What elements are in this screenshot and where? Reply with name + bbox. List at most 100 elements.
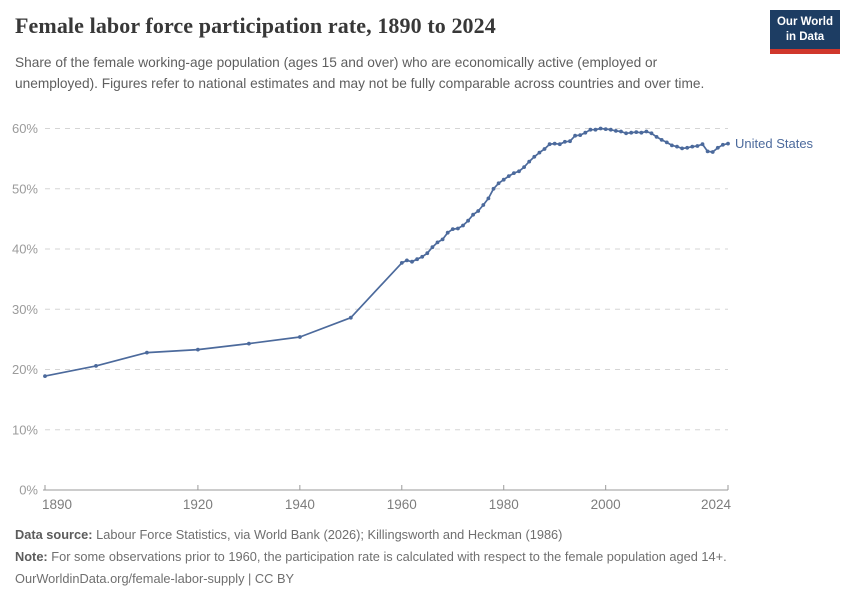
data-point-marker <box>547 142 552 147</box>
y-axis-tick-label: 40% <box>12 242 38 257</box>
y-axis-tick-label: 50% <box>12 181 38 196</box>
data-point-marker <box>619 129 623 134</box>
data-point-marker <box>573 133 577 138</box>
data-point-marker <box>430 245 435 250</box>
chart-subtitle: Share of the female working-age populati… <box>15 55 705 91</box>
data-point-marker <box>486 196 491 201</box>
data-point-marker <box>456 226 460 231</box>
data-point-marker <box>506 174 511 179</box>
data-point-marker <box>298 335 302 339</box>
data-source-text: Labour Force Statistics, via World Bank … <box>92 527 563 542</box>
owid-logo-line1: Our World <box>776 16 833 28</box>
data-point-marker <box>588 127 593 132</box>
data-point-marker <box>629 130 634 135</box>
x-axis-tick-label: 1890 <box>42 497 72 512</box>
data-point-marker <box>532 154 537 159</box>
data-source-label: Data source: <box>15 527 93 542</box>
data-point-marker <box>512 171 516 176</box>
data-point-marker <box>405 258 409 263</box>
data-point-marker <box>583 130 588 135</box>
data-point-marker <box>348 315 353 320</box>
data-point-marker <box>649 131 654 136</box>
chart-title: Female labor force participation rate, 1… <box>15 13 496 38</box>
data-point-marker <box>608 127 613 132</box>
data-point-marker <box>680 146 684 151</box>
data-point-marker <box>43 374 47 378</box>
data-point-marker <box>196 347 200 352</box>
data-point-marker <box>145 350 149 355</box>
data-point-marker <box>425 251 430 256</box>
data-point-marker <box>670 143 674 148</box>
data-point-marker <box>685 145 690 150</box>
series-line <box>44 127 729 377</box>
data-point-marker <box>593 127 598 132</box>
y-axis-tick-label: 10% <box>12 422 38 437</box>
x-axis-tick-label: 1960 <box>387 497 417 512</box>
data-point-marker <box>94 364 98 368</box>
data-point-marker <box>542 147 547 151</box>
data-point-marker <box>578 133 583 138</box>
data-point-marker <box>659 138 664 142</box>
data-point-marker <box>726 141 730 146</box>
x-axis-tick-label: 1980 <box>489 497 519 512</box>
data-point-marker <box>568 139 572 144</box>
note-label: Note: <box>15 549 48 564</box>
x-axis-tick-label: 2000 <box>591 497 621 512</box>
data-point-marker <box>450 227 455 232</box>
y-axis-tick-label: 60% <box>12 121 38 136</box>
data-point-marker <box>410 259 414 264</box>
data-point-marker <box>614 129 618 133</box>
data-point-marker <box>664 140 669 145</box>
data-point-marker <box>476 209 481 213</box>
data-point-marker <box>598 126 603 131</box>
data-point-marker <box>420 254 425 259</box>
x-axis-tick-label: 2024 <box>701 497 732 512</box>
data-point-marker <box>654 135 659 139</box>
license-line: OurWorldinData.org/female-labor-supply |… <box>15 571 295 586</box>
note-text: For some observations prior to 1960, the… <box>47 549 727 564</box>
data-point-marker <box>435 240 440 245</box>
y-axis-tick-label: 30% <box>12 302 38 317</box>
data-point-marker <box>522 165 526 170</box>
data-point-marker <box>603 127 608 131</box>
data-point-marker <box>695 144 700 148</box>
data-point-marker <box>466 218 470 223</box>
data-point-marker <box>644 129 649 134</box>
data-point-marker <box>527 159 532 164</box>
series-end-label: United States <box>735 136 814 151</box>
y-axis-tick-label: 20% <box>12 362 38 377</box>
note-line: Note: For some observations prior to 196… <box>15 546 835 568</box>
data-point-marker <box>675 144 679 149</box>
data-point-marker <box>399 261 404 265</box>
data-point-marker <box>247 341 251 346</box>
owid-logo: Our World in Data <box>770 10 840 54</box>
data-point-marker <box>501 177 506 182</box>
data-point-marker <box>471 212 475 217</box>
data-point-marker <box>721 142 725 147</box>
data-point-marker <box>624 131 628 136</box>
data-point-marker <box>705 149 710 154</box>
data-point-marker <box>537 150 542 155</box>
data-point-marker <box>481 203 486 207</box>
data-point-marker <box>563 139 567 144</box>
data-point-marker <box>496 181 501 186</box>
data-point-marker <box>710 150 715 154</box>
data-point-marker <box>461 223 465 228</box>
data-point-marker <box>634 130 639 135</box>
data-point-marker <box>690 144 695 149</box>
data-point-marker <box>557 142 562 147</box>
data-point-marker <box>639 130 644 135</box>
chart-footer: Data source: Labour Force Statistics, vi… <box>15 524 835 590</box>
data-point-marker <box>700 142 705 147</box>
data-point-marker <box>491 186 496 191</box>
data-point-marker <box>440 237 445 242</box>
owid-logo-line2: in Data <box>785 30 825 43</box>
y-axis-tick-label: 0% <box>19 483 38 498</box>
data-point-marker <box>715 145 720 150</box>
data-point-marker <box>552 141 557 146</box>
x-axis-tick-label: 1920 <box>183 497 213 512</box>
data-point-marker <box>445 230 450 235</box>
data-point-marker <box>415 257 419 262</box>
